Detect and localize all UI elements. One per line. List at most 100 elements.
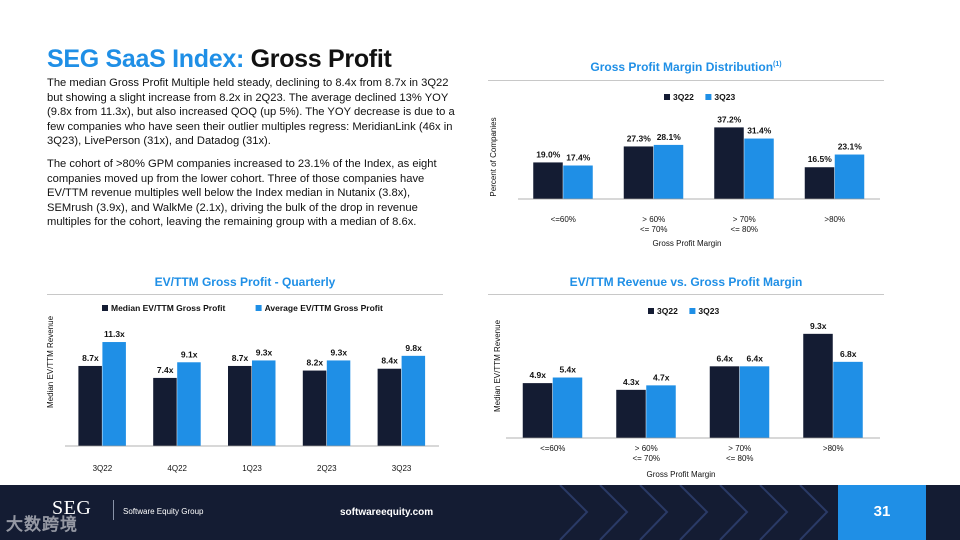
x-axis-label: Gross Profit Margin [653, 239, 722, 248]
data-label: 16.5% [808, 154, 833, 164]
bar-series-1 [616, 389, 646, 438]
page-title: SEG SaaS Index: Gross Profit [47, 45, 392, 74]
chart-ev-revenue-vs-gpm: 3Q22 3Q23 Median EV/TTM Revenue 4.9x 5.4x <=6… [493, 306, 880, 479]
data-label: 23.1% [838, 142, 863, 152]
x-tick-label: 3Q23 [392, 464, 412, 473]
bar-series-2 [326, 360, 351, 446]
legend-label: 3Q23 [714, 92, 735, 102]
data-label: 8.7x [82, 353, 99, 363]
data-label: 6.4x [746, 353, 763, 363]
x-tick-label: <= 70% [632, 454, 660, 463]
page-number-box [838, 485, 926, 540]
data-label: 4.3x [623, 377, 640, 387]
bar-series-1 [153, 377, 177, 446]
x-tick-label: <=60% [540, 444, 565, 453]
bar-series-2 [834, 154, 865, 199]
y-axis-label: Median EV/TTM Revenue [46, 315, 55, 408]
bar-series-2 [401, 355, 426, 446]
company-logo: SEG [52, 497, 92, 519]
legend-swatch [648, 308, 654, 314]
bar-series-1 [714, 127, 744, 199]
bar-series-1 [78, 365, 102, 446]
x-tick-label: 4Q22 [167, 464, 187, 473]
data-label: 17.4% [566, 153, 591, 163]
bar-series-2 [102, 342, 126, 446]
bar-series-2 [563, 165, 593, 199]
legend-swatch [255, 305, 262, 311]
x-tick-label: > 60% [642, 215, 665, 224]
legend-label: Median EV/TTM Gross Profit [111, 303, 225, 313]
bar-series-2 [177, 362, 201, 446]
bar-series-1 [533, 162, 563, 199]
bar-series-2 [646, 385, 676, 438]
paragraph-1: The median Gross Profit Multiple held st… [47, 77, 455, 148]
chart-gpm-distribution: 3Q22 3Q23 Percent of Companies 19.0% 17.4% <=… [489, 92, 880, 248]
y-axis-label: Median EV/TTM Revenue [493, 319, 502, 412]
watermark: 大数跨境 [6, 515, 78, 534]
chart-divider [488, 80, 884, 81]
company-name: Software Equity Group [123, 507, 204, 516]
bar-series-2 [252, 360, 276, 446]
data-label: 9.8x [405, 343, 422, 353]
bar-series-1 [228, 365, 252, 446]
x-axis-label: Gross Profit Margin [647, 470, 716, 479]
legend-label: 3Q22 [673, 92, 694, 102]
data-label: 7.4x [157, 365, 174, 375]
data-label: 27.3% [627, 133, 652, 143]
legend-label: 3Q23 [698, 306, 719, 316]
chart-title-gpm-distribution: Gross Profit Margin Distribution(1) [590, 60, 782, 74]
data-label: 9.3x [810, 321, 827, 331]
legend-label: 3Q22 [657, 306, 678, 316]
data-label: 9.3x [256, 347, 273, 357]
bar-series-1 [709, 366, 740, 438]
logo-divider [113, 500, 114, 520]
data-label: 6.8x [840, 349, 857, 359]
data-label: 8.2x [307, 358, 324, 368]
data-label: 9.3x [331, 347, 348, 357]
bar-series-1 [804, 167, 835, 199]
y-axis-label: Percent of Companies [489, 117, 498, 196]
bar-series-2 [739, 366, 770, 438]
x-tick-label: > 70% [728, 444, 751, 453]
bar-series-1 [302, 370, 327, 446]
x-tick-label: <= 80% [726, 454, 754, 463]
x-tick-label: 3Q22 [93, 464, 113, 473]
paragraph-2: The cohort of >80% GPM companies increas… [47, 157, 437, 229]
data-label: 28.1% [657, 132, 682, 142]
page-number: 31 [873, 503, 891, 520]
data-label: 9.1x [181, 349, 198, 359]
data-label: 5.4x [559, 365, 576, 375]
chart-divider [47, 294, 443, 295]
legend-label: Average EV/TTM Gross Profit [265, 303, 383, 313]
footer-bar [0, 485, 960, 540]
x-tick-label: <= 80% [730, 225, 758, 234]
x-tick-label: >80% [824, 215, 845, 224]
legend-swatch [102, 305, 108, 311]
legend-swatch [705, 94, 712, 100]
legend-swatch [689, 308, 696, 314]
chevron-decoration-icon [559, 485, 829, 540]
data-label: 6.4x [716, 353, 733, 363]
bar-series-2 [833, 361, 863, 438]
data-label: 19.0% [536, 149, 561, 159]
data-label: 4.7x [653, 372, 670, 382]
title-accent: SEG SaaS Index: [47, 45, 244, 73]
x-tick-label: <= 70% [640, 225, 668, 234]
chart-ev-gross-profit: Median EV/TTM Gross Profit Average EV/TTM… [46, 303, 439, 473]
chart-title-ev-revenue-vs-gpm: EV/TTM Revenue vs. Gross Profit Margin [569, 275, 803, 289]
website-link[interactable]: softwareequity.com [340, 507, 434, 518]
x-tick-label: 1Q23 [242, 464, 262, 473]
chart-title-ev-gross-profit: EV/TTM Gross Profit - Quarterly [154, 275, 336, 289]
bar-series-2 [552, 377, 583, 438]
x-tick-label: <=60% [551, 215, 576, 224]
bar-series-1 [377, 368, 402, 446]
data-label: 8.4x [381, 356, 398, 366]
bar-series-1 [522, 383, 553, 438]
x-tick-label: > 70% [733, 215, 756, 224]
bar-series-1 [803, 333, 833, 438]
data-label: 11.3x [104, 329, 125, 339]
x-tick-label: 2Q23 [317, 464, 337, 473]
data-label: 8.7x [232, 353, 249, 363]
bar-series-1 [623, 146, 654, 199]
title-rest: Gross Profit [250, 45, 392, 73]
